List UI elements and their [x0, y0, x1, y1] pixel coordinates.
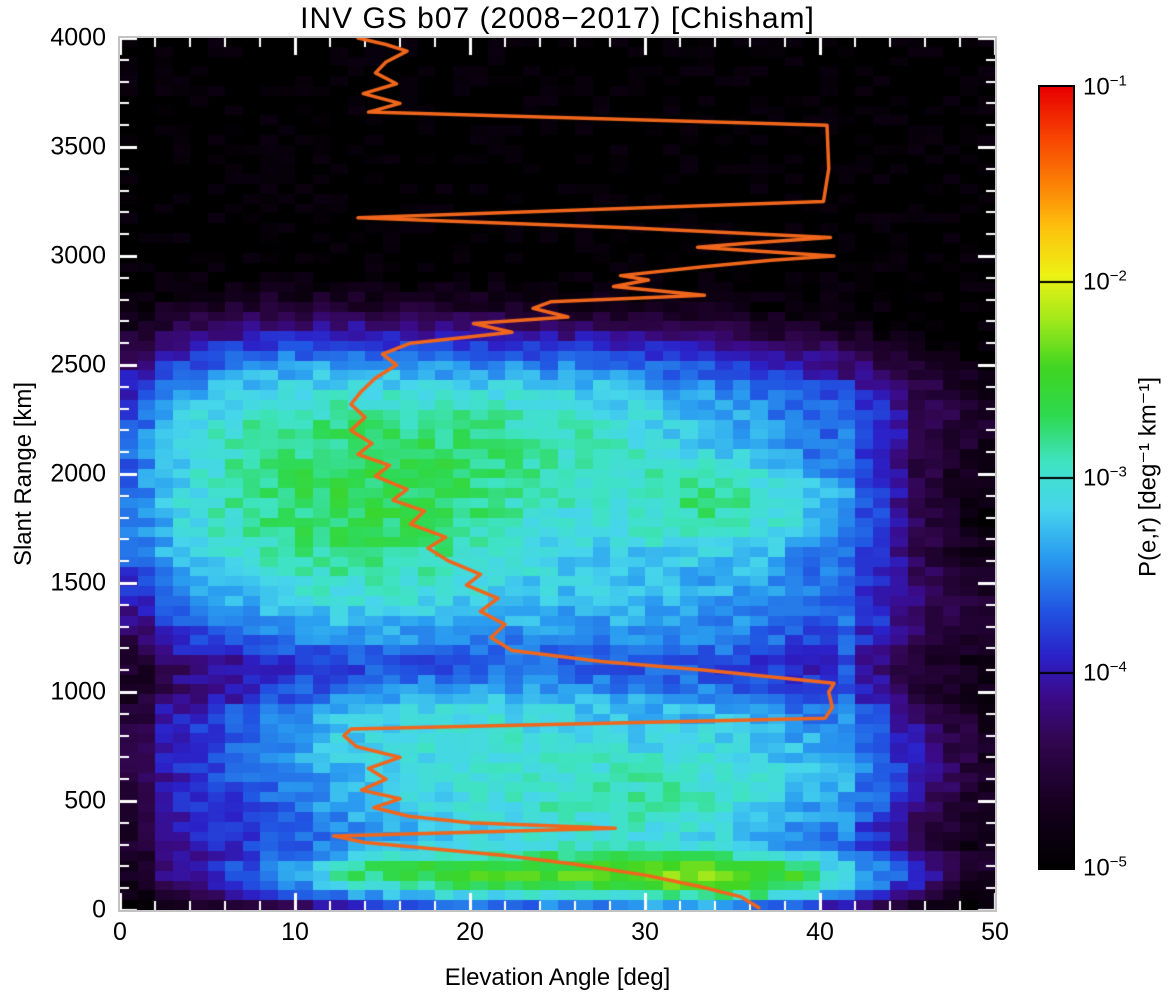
y-tick-label: 2000: [50, 459, 106, 488]
y-tick-label: 3500: [50, 132, 106, 161]
x-tick-label: 10: [281, 918, 309, 946]
y-tick-label: 1000: [50, 677, 106, 706]
plot-title: INV GS b07 (2008−2017) [Chisham]: [300, 2, 815, 35]
x-tick-label: 50: [981, 918, 1009, 946]
x-tick-label: 40: [806, 918, 834, 946]
colorbar-label: P(e,r) [deg⁻¹ km⁻¹]: [1134, 376, 1162, 578]
heatmap-canvas: [120, 38, 995, 910]
colorbar-canvas: [1038, 85, 1075, 870]
y-tick-label: 4000: [50, 23, 106, 52]
colorbar-tick-label: 10−5: [1083, 853, 1127, 882]
y-tick-label: 0: [92, 895, 106, 924]
x-tick-label: 20: [456, 918, 484, 946]
colorbar-tick-label: 10−2: [1083, 267, 1127, 296]
x-tick-label: 30: [631, 918, 659, 946]
colorbar-tick-label: 10−3: [1083, 463, 1127, 491]
y-tick-label: 2500: [50, 350, 106, 379]
y-tick-label: 1500: [50, 568, 106, 597]
colorbar-tick-label: 10−4: [1083, 658, 1127, 687]
y-tick-label: 3000: [50, 241, 106, 270]
x-axis-label: Elevation Angle [deg]: [444, 964, 671, 991]
colorbar: [1038, 85, 1075, 870]
y-axis-label: Slant Range [km]: [10, 381, 37, 567]
plot-area: [118, 36, 997, 912]
y-tick-label: 500: [64, 786, 106, 815]
colorbar-tick-label: 10−1: [1083, 72, 1127, 101]
x-tick-label: 0: [113, 918, 127, 946]
